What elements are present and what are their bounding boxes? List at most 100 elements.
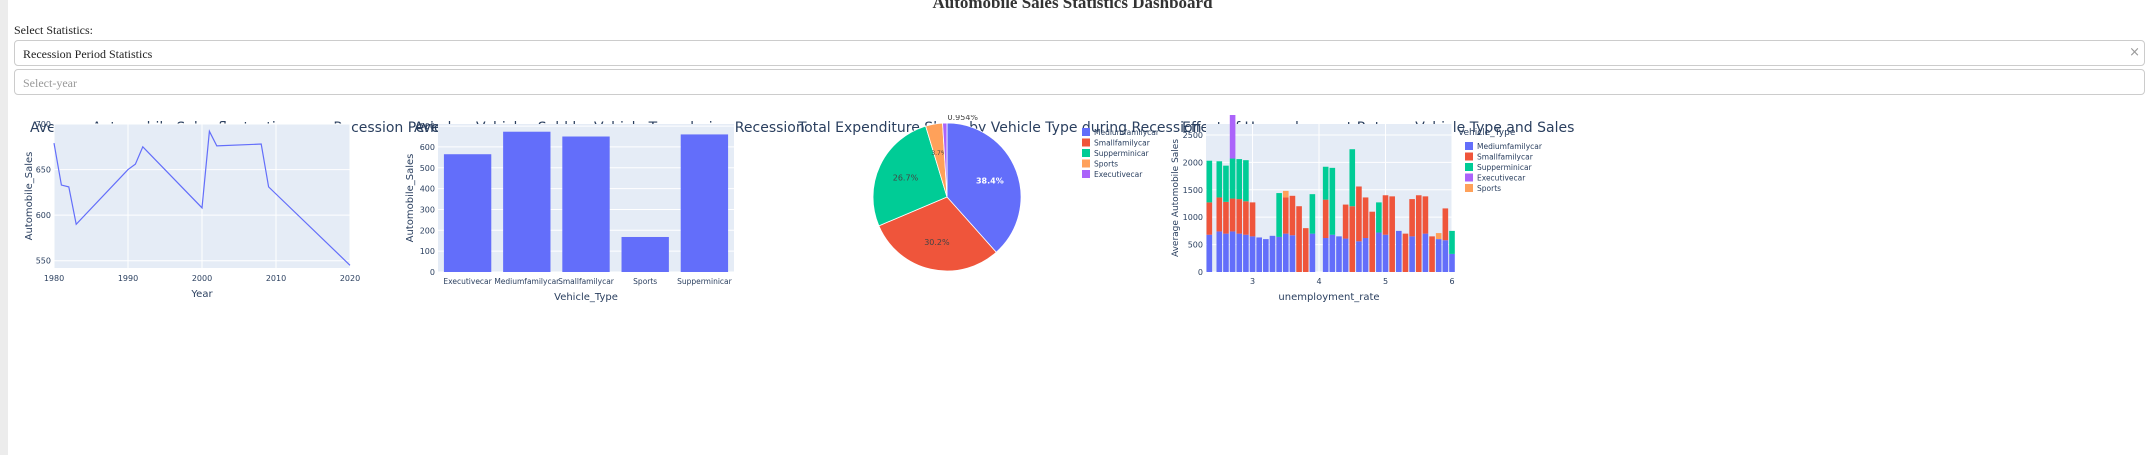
x-tick-label: 6 xyxy=(1449,277,1454,286)
x-tick-label: 2020 xyxy=(340,274,360,283)
legend-swatch xyxy=(1082,128,1090,136)
bar-segment xyxy=(1289,195,1296,236)
bar-segment xyxy=(1249,236,1256,272)
legend-swatch xyxy=(1082,170,1090,178)
x-axis-label: Year xyxy=(190,289,213,300)
bar-segment xyxy=(1263,239,1269,272)
bar-segment xyxy=(1229,231,1236,272)
pie-slice xyxy=(872,125,948,227)
bar-segment xyxy=(1369,211,1376,272)
legend-label: Executivecar xyxy=(1094,170,1143,179)
bar-segment xyxy=(1329,167,1336,235)
bar-segment xyxy=(1402,233,1409,272)
y-tick-label: 550 xyxy=(36,257,51,266)
bar-segment xyxy=(1356,241,1362,272)
bar-segment xyxy=(1236,199,1243,234)
statistics-dropdown-value: Recession Period Statistics xyxy=(23,47,153,61)
legend-label: Executivecar xyxy=(1477,174,1526,183)
x-tick-label: Supperminicar xyxy=(677,277,733,286)
x-tick-label: 3 xyxy=(1250,277,1255,286)
y-tick-label: 300 xyxy=(420,205,435,214)
bar-segment xyxy=(1376,232,1382,272)
series-line xyxy=(53,129,351,266)
bar-segment xyxy=(1309,194,1316,234)
bar-segment xyxy=(1282,190,1289,198)
bar-segment xyxy=(1382,195,1389,235)
y-tick-label: 700 xyxy=(420,122,435,131)
bar-segment xyxy=(1216,197,1223,232)
bar-segment xyxy=(1422,196,1429,234)
bar-segment xyxy=(1243,160,1249,202)
y-tick-label: 1500 xyxy=(1183,186,1203,195)
x-tick-label: Smallfamilycar xyxy=(558,277,615,286)
bar-segment xyxy=(1223,165,1229,202)
bar-segment xyxy=(1256,237,1262,272)
bar-segment xyxy=(1449,253,1455,272)
y-tick-label: 600 xyxy=(36,211,51,220)
y-tick-label: 700 xyxy=(36,120,51,129)
y-axis-label: Automobile_Sales xyxy=(24,152,35,241)
bar-segment xyxy=(1276,193,1282,237)
x-tick-label: Sports xyxy=(633,277,657,286)
y-axis-label: Automobile_Sales xyxy=(405,154,416,243)
select-statistics-label: Select Statistics: xyxy=(14,23,93,37)
bar-segment xyxy=(1362,238,1369,272)
bar xyxy=(621,236,669,272)
legend-label: Mediumfamilycar xyxy=(1477,142,1543,151)
x-tick-label: 1990 xyxy=(118,274,138,283)
bar-segment xyxy=(1342,204,1349,239)
legend-swatch xyxy=(1465,142,1473,150)
clear-icon[interactable]: × xyxy=(2129,45,2140,60)
bar-segment xyxy=(1216,231,1223,272)
pie-chart-panel: Total Expenditure Share by Vehicle Type … xyxy=(772,115,1297,415)
bar-segment xyxy=(1229,198,1236,232)
slice-label: 26.7% xyxy=(893,173,919,182)
bar-segment xyxy=(1322,199,1329,239)
bar-segment xyxy=(1356,186,1362,242)
legend-label: Supperminicar xyxy=(1094,149,1150,158)
bar-chart-panel: Average Vehicles Sold by Vehicle Type du… xyxy=(388,115,913,415)
y-tick-label: 0 xyxy=(1198,268,1203,277)
bar-segment xyxy=(1349,149,1356,207)
page-title: Automobile Sales Statistics Dashboard xyxy=(932,0,1213,12)
y-tick-label: 400 xyxy=(420,185,435,194)
y-tick-label: 500 xyxy=(1188,241,1203,250)
pie-chart: 38.4% 30.2% 26.7% 3.7% 0.954% Mediumfamilycar… xyxy=(872,115,1160,272)
legend-swatch xyxy=(1465,163,1473,171)
x-tick-label: Executivecar xyxy=(443,277,492,286)
y-tick-label: 600 xyxy=(420,143,435,152)
bar-segment xyxy=(1435,233,1442,240)
statistics-dropdown[interactable]: Recession Period Statistics × xyxy=(14,40,2145,66)
y-tick-label: 2000 xyxy=(1183,158,1203,167)
bar-segment xyxy=(1236,233,1243,272)
bar-segment xyxy=(1449,230,1455,254)
bar-segment xyxy=(1396,230,1402,272)
pie-slice xyxy=(878,196,997,272)
y-tick-label: 0 xyxy=(430,268,435,277)
legend-swatch xyxy=(1465,184,1473,192)
y-tick-label: 200 xyxy=(420,226,435,235)
y-tick-label: 650 xyxy=(36,166,51,175)
bar-segment xyxy=(1435,239,1442,272)
line-chart: 550 600 650 700 1980 1990 2000 2010 2020 Year Auto… xyxy=(24,120,360,300)
plot-area xyxy=(1206,124,1452,272)
bar-segment xyxy=(1442,208,1449,241)
slice-label: 30.2% xyxy=(924,238,950,247)
bar-segment xyxy=(1236,159,1243,200)
stacked-bar-chart-panel: Effect of Unemployment Rate on Vehicle T… xyxy=(1156,115,1681,415)
bar-segment xyxy=(1243,234,1249,272)
bar-segment xyxy=(1302,228,1309,272)
bar-segment xyxy=(1216,161,1223,198)
bar-segment xyxy=(1409,199,1415,237)
bar-segment xyxy=(1382,234,1389,272)
x-tick-label: 5 xyxy=(1383,277,1388,286)
bar-segment xyxy=(1349,206,1356,272)
year-dropdown[interactable]: Select-year xyxy=(14,69,2145,95)
x-axis-label: Vehicle_Type xyxy=(554,292,618,303)
legend-label: Sports xyxy=(1477,184,1501,193)
line-chart-panel: Average Automobile Sales fluctuation ove… xyxy=(4,115,529,415)
legend-label: Supperminicar xyxy=(1477,163,1533,172)
y-tick-label: 1000 xyxy=(1183,213,1203,222)
bar-segment xyxy=(1336,236,1342,272)
y-tick-label: 2500 xyxy=(1183,131,1203,140)
